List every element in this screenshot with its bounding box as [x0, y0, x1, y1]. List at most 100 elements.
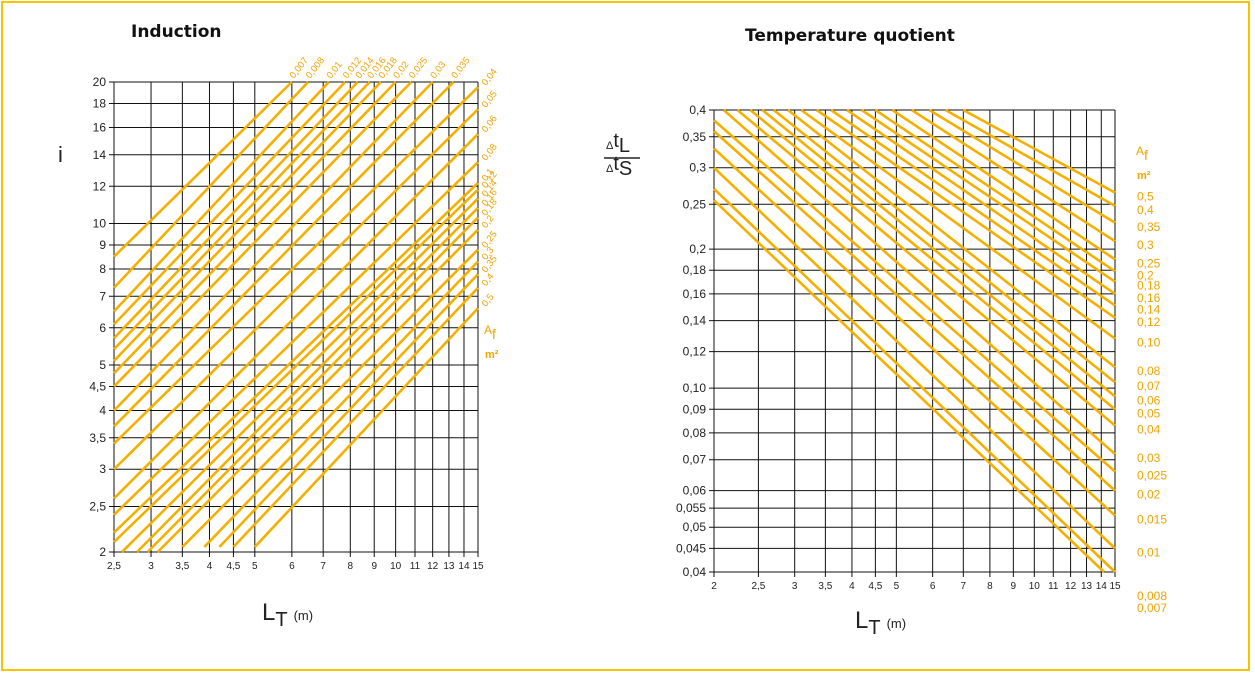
legend-unit: m²	[485, 349, 499, 361]
series-line	[944, 108, 1116, 208]
series-label: 0,35	[1137, 220, 1161, 234]
y-tick-label: 0,10	[683, 381, 707, 395]
series-line	[772, 108, 1116, 384]
x-tick-label: 5	[252, 561, 258, 572]
series-line	[218, 273, 479, 548]
x-tick-label: 4,5	[868, 581, 882, 592]
x-tick-label: 11	[410, 561, 421, 572]
series-line	[113, 81, 310, 289]
series-line	[113, 81, 455, 428]
series-line	[113, 81, 330, 313]
series-label: 0,04	[480, 67, 500, 88]
series-line	[800, 108, 1116, 340]
series-label: 0,06	[1137, 393, 1161, 407]
y-tick-label: 7	[99, 289, 106, 303]
x-tick-label: 13	[1081, 581, 1093, 592]
x-tick-label: 8	[987, 581, 993, 592]
y-tick-label: 0,06	[683, 484, 707, 498]
x-tick-label: 15	[472, 561, 484, 572]
x-tick-label: 3	[148, 561, 154, 572]
temperature-chart-title: Temperature quotient	[745, 26, 955, 46]
series-line	[846, 108, 1116, 295]
x-axis-label: LT (m)	[262, 599, 313, 631]
series-line	[146, 216, 479, 553]
temperature-chart: 2 2,5 3 3,5 4 4,5 5 6 7 8 9 10 11 12 13 14 15 0,04 0,045 0,…	[676, 103, 1167, 639]
x-axis-label: LT (m)	[855, 607, 906, 639]
series-line	[113, 81, 413, 388]
series-label: 0,25	[1137, 256, 1161, 270]
x-tick-label: 2,5	[751, 581, 765, 592]
series-line	[203, 260, 479, 548]
x-tick-label: 8	[348, 561, 354, 572]
series-line	[787, 108, 1116, 369]
series-line	[181, 248, 479, 548]
series-line	[113, 108, 479, 471]
series-label: 0,10	[1137, 336, 1161, 350]
y-axis-label-denominator: ΔtS	[606, 153, 632, 180]
y-tick-label: 0,4	[689, 103, 706, 117]
y-tick-label: 3,5	[89, 431, 106, 445]
x-tick-label: 14	[1096, 581, 1108, 592]
x-tick-label: 13	[443, 561, 455, 572]
series-line	[113, 133, 479, 500]
x-tick-label: 3,5	[175, 561, 189, 572]
y-tick-label: 4,5	[89, 379, 106, 393]
series-line	[713, 199, 1105, 573]
y-tick-label: 3	[99, 462, 106, 476]
series-label: 0,025	[407, 55, 430, 81]
y-tick-label: 5	[99, 358, 106, 372]
x-tick-label: 6	[289, 561, 295, 572]
y-tick-label: 20	[93, 75, 107, 89]
legend-title: Af	[484, 323, 496, 342]
series-label: 0,025	[1137, 469, 1167, 483]
y-tick-label: 10	[93, 216, 107, 230]
series-label: 0,12	[1137, 315, 1161, 329]
induction-chart-title: Induction	[131, 22, 222, 42]
series-label: 0,3	[1137, 238, 1154, 252]
series-label: 0,04	[1137, 423, 1161, 437]
x-tick-label: 10	[1029, 581, 1041, 592]
series-label: 0,07	[1137, 379, 1161, 393]
series-label: 0,008	[1137, 589, 1167, 603]
x-tick-label: 4	[849, 581, 855, 592]
y-tick-label: 2,5	[89, 499, 106, 513]
series-line	[113, 81, 434, 412]
x-tick-label: 2	[711, 581, 717, 592]
x-tick-label: 2,5	[107, 561, 121, 572]
x-tick-label: 7	[961, 581, 967, 592]
series-label: 0,14	[1137, 302, 1161, 316]
series-label: 0,05	[480, 89, 500, 110]
series-label: 0,05	[1137, 406, 1161, 420]
series-label: 0,008	[304, 55, 327, 81]
series-line	[736, 109, 1116, 427]
series-label: 0,03	[428, 59, 448, 80]
y-tick-label: 0,05	[683, 520, 707, 534]
series-line	[713, 119, 1116, 473]
series-line	[113, 181, 479, 534]
y-tick-label: 0,045	[676, 541, 706, 555]
induction-chart: 2,5 3 3,5 4 4,5 5 6 7 8 9 10 11 12 13 14 1522,533,544,5…	[89, 55, 499, 631]
series-line	[113, 81, 347, 326]
x-tick-label: 9	[1011, 581, 1017, 592]
series-line	[860, 108, 1116, 283]
y-tick-label: 0,12	[683, 345, 707, 359]
series-label: 0,5	[480, 292, 497, 309]
series-line	[113, 188, 479, 543]
series-label: 0,18	[1137, 279, 1161, 293]
series-label: 0,2	[480, 213, 497, 230]
series-line	[232, 286, 479, 548]
y-axis-label-numerator: ΔtL	[606, 130, 630, 157]
x-tick-label: 3,5	[818, 581, 832, 592]
x-tick-label: 12	[427, 561, 439, 572]
y-tick-label: 0,35	[683, 130, 707, 144]
x-tick-label: 15	[1109, 581, 1121, 592]
series-line	[713, 166, 1116, 550]
x-tick-label: 6	[930, 581, 936, 592]
series-line	[136, 206, 479, 553]
series-line	[156, 228, 479, 553]
y-tick-label: 0,08	[683, 426, 707, 440]
series-line	[713, 187, 1116, 573]
y-tick-label: 0,3	[689, 161, 706, 175]
x-tick-label: 11	[1048, 581, 1059, 592]
